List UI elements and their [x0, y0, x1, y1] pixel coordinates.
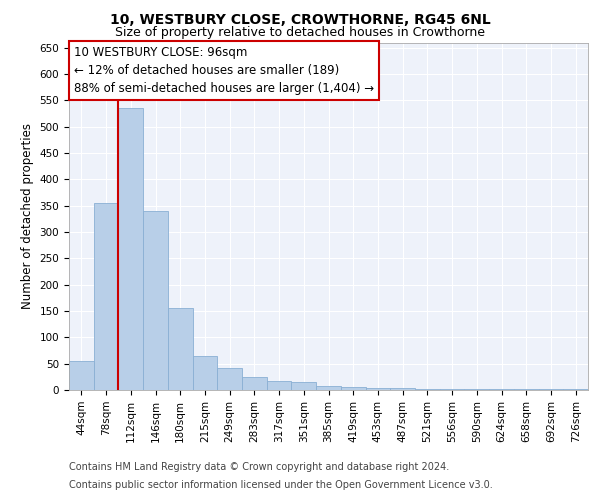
Bar — [440, 389, 464, 390]
Bar — [69, 361, 94, 390]
Bar — [143, 211, 168, 390]
Bar — [193, 356, 217, 390]
Bar — [168, 308, 193, 390]
Bar — [390, 388, 415, 390]
Bar — [242, 377, 267, 390]
Bar — [415, 389, 440, 390]
Text: 10 WESTBURY CLOSE: 96sqm
← 12% of detached houses are smaller (189)
88% of semi-: 10 WESTBURY CLOSE: 96sqm ← 12% of detach… — [74, 46, 374, 95]
Y-axis label: Number of detached properties: Number of detached properties — [21, 123, 34, 309]
Bar — [94, 203, 118, 390]
Bar — [316, 386, 341, 390]
Bar — [217, 368, 242, 390]
Text: Contains public sector information licensed under the Open Government Licence v3: Contains public sector information licen… — [69, 480, 493, 490]
Bar — [118, 108, 143, 390]
Bar — [267, 380, 292, 390]
Bar — [365, 388, 390, 390]
Text: 10, WESTBURY CLOSE, CROWTHORNE, RG45 6NL: 10, WESTBURY CLOSE, CROWTHORNE, RG45 6NL — [110, 12, 490, 26]
Bar — [341, 388, 365, 390]
Text: Size of property relative to detached houses in Crowthorne: Size of property relative to detached ho… — [115, 26, 485, 39]
Text: Contains HM Land Registry data © Crown copyright and database right 2024.: Contains HM Land Registry data © Crown c… — [69, 462, 449, 472]
Bar — [292, 382, 316, 390]
